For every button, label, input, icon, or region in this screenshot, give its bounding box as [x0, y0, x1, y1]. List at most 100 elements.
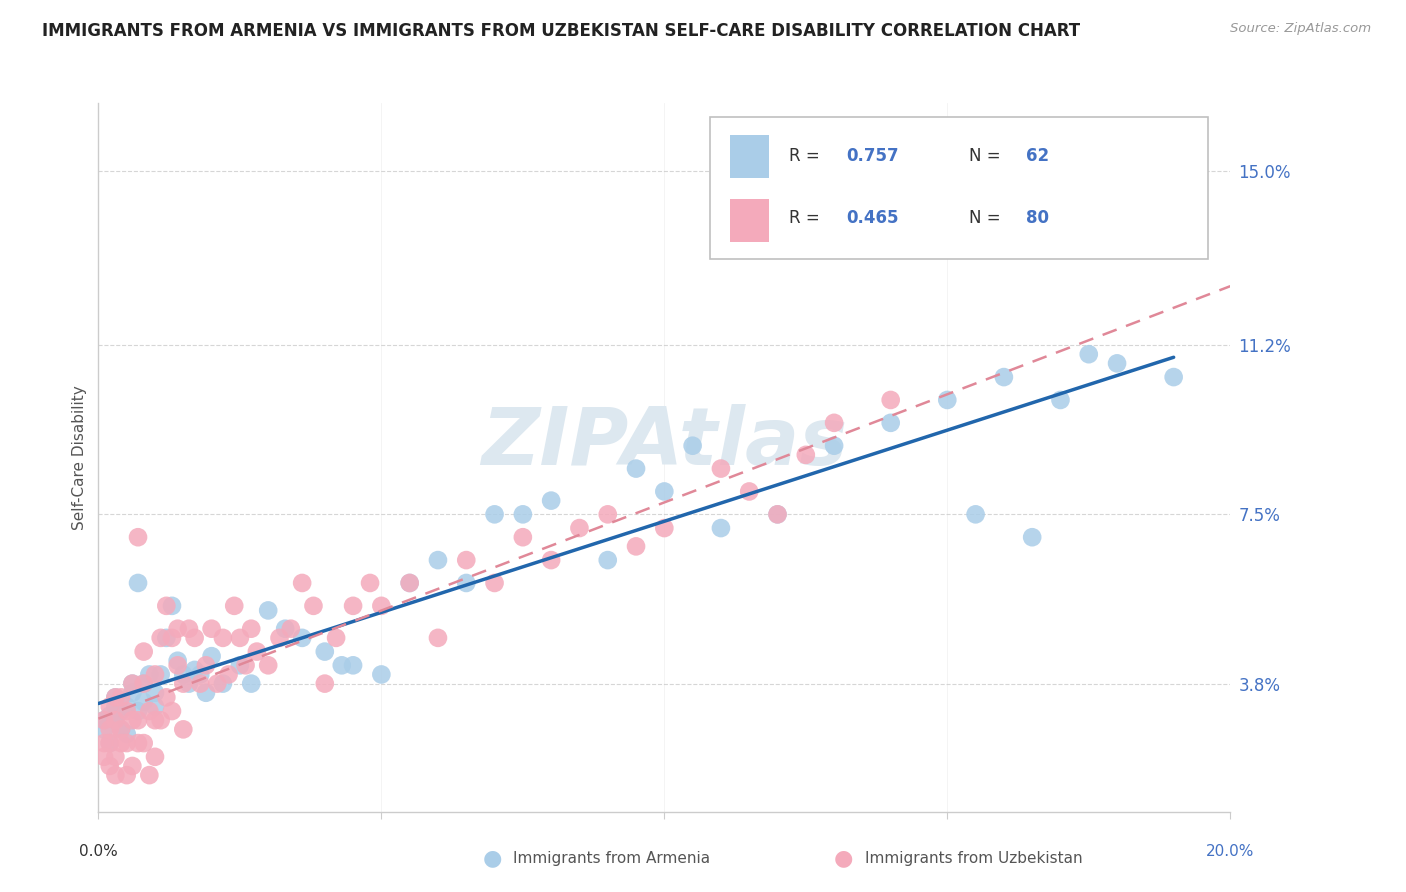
Point — [229, 658, 252, 673]
Point — [149, 667, 172, 681]
Point — [823, 439, 845, 453]
Text: ●: ● — [834, 848, 853, 868]
Point — [1049, 392, 1071, 407]
Point — [880, 392, 903, 407]
Point — [201, 622, 224, 636]
Point — [104, 690, 127, 705]
Point — [314, 676, 336, 690]
Point — [194, 658, 217, 673]
Point — [456, 576, 478, 591]
Point — [280, 622, 302, 636]
Point — [652, 521, 676, 535]
Point — [302, 599, 325, 613]
Bar — [730, 136, 769, 178]
Point — [540, 553, 562, 567]
Point — [218, 667, 240, 681]
Text: 0.0%: 0.0% — [79, 844, 118, 859]
Point — [880, 416, 903, 430]
Point — [149, 631, 172, 645]
Point — [104, 699, 127, 714]
Text: Source: ZipAtlas.com: Source: ZipAtlas.com — [1230, 22, 1371, 36]
Text: IMMIGRANTS FROM ARMENIA VS IMMIGRANTS FROM UZBEKISTAN SELF-CARE DISABILITY CORRE: IMMIGRANTS FROM ARMENIA VS IMMIGRANTS FR… — [42, 22, 1080, 40]
Point — [155, 631, 177, 645]
Point — [115, 704, 138, 718]
Point — [456, 553, 478, 567]
Point — [155, 599, 177, 613]
Point — [149, 713, 172, 727]
Point — [143, 713, 166, 727]
Point — [188, 676, 211, 690]
Point — [257, 658, 280, 673]
Point — [110, 704, 132, 718]
Point — [342, 599, 364, 613]
Point — [398, 576, 420, 591]
Point — [342, 658, 364, 673]
Point — [143, 699, 166, 714]
Point — [172, 676, 194, 690]
Point — [115, 736, 138, 750]
Point — [710, 461, 733, 475]
Point — [132, 676, 155, 690]
Point — [269, 631, 291, 645]
Point — [93, 723, 115, 737]
Point — [115, 768, 138, 782]
Point — [121, 713, 143, 727]
Text: 62: 62 — [1026, 147, 1049, 165]
Point — [127, 530, 149, 544]
Text: 0.465: 0.465 — [846, 209, 898, 227]
Point — [965, 508, 987, 522]
Point — [110, 723, 132, 737]
Point — [132, 736, 155, 750]
Point — [1107, 356, 1129, 370]
Point — [132, 695, 155, 709]
Point — [127, 704, 149, 718]
Text: R =: R = — [789, 147, 825, 165]
Point — [98, 699, 121, 714]
Point — [359, 576, 381, 591]
Point — [427, 631, 450, 645]
Point — [183, 663, 205, 677]
Point — [257, 603, 280, 617]
Point — [138, 667, 160, 681]
Point — [370, 599, 392, 613]
Point — [110, 723, 132, 737]
Point — [568, 521, 591, 535]
Point — [314, 644, 336, 658]
Point — [291, 631, 314, 645]
Point — [484, 508, 506, 522]
Point — [166, 622, 188, 636]
Point — [201, 649, 224, 664]
Point — [766, 508, 789, 522]
Point — [291, 576, 314, 591]
Point — [177, 676, 200, 690]
Point — [104, 690, 127, 705]
Point — [143, 749, 166, 764]
Text: N =: N = — [969, 147, 1005, 165]
Point — [98, 736, 121, 750]
Point — [143, 686, 166, 700]
Point — [127, 576, 149, 591]
Point — [596, 553, 619, 567]
Point — [624, 461, 647, 475]
Point — [132, 676, 155, 690]
Point — [115, 727, 138, 741]
Point — [370, 667, 392, 681]
Point — [104, 713, 127, 727]
Point — [121, 759, 143, 773]
Point — [766, 508, 789, 522]
Point — [596, 508, 619, 522]
Point — [512, 508, 534, 522]
Point — [177, 622, 200, 636]
Point — [115, 699, 138, 714]
Point — [993, 370, 1015, 384]
Point — [98, 723, 121, 737]
Point — [110, 690, 132, 705]
Point — [93, 749, 115, 764]
Point — [484, 576, 506, 591]
Point — [160, 704, 183, 718]
Point — [104, 749, 127, 764]
Point — [104, 768, 127, 782]
Point — [138, 704, 160, 718]
Point — [93, 713, 115, 727]
Text: Immigrants from Armenia: Immigrants from Armenia — [513, 851, 710, 865]
